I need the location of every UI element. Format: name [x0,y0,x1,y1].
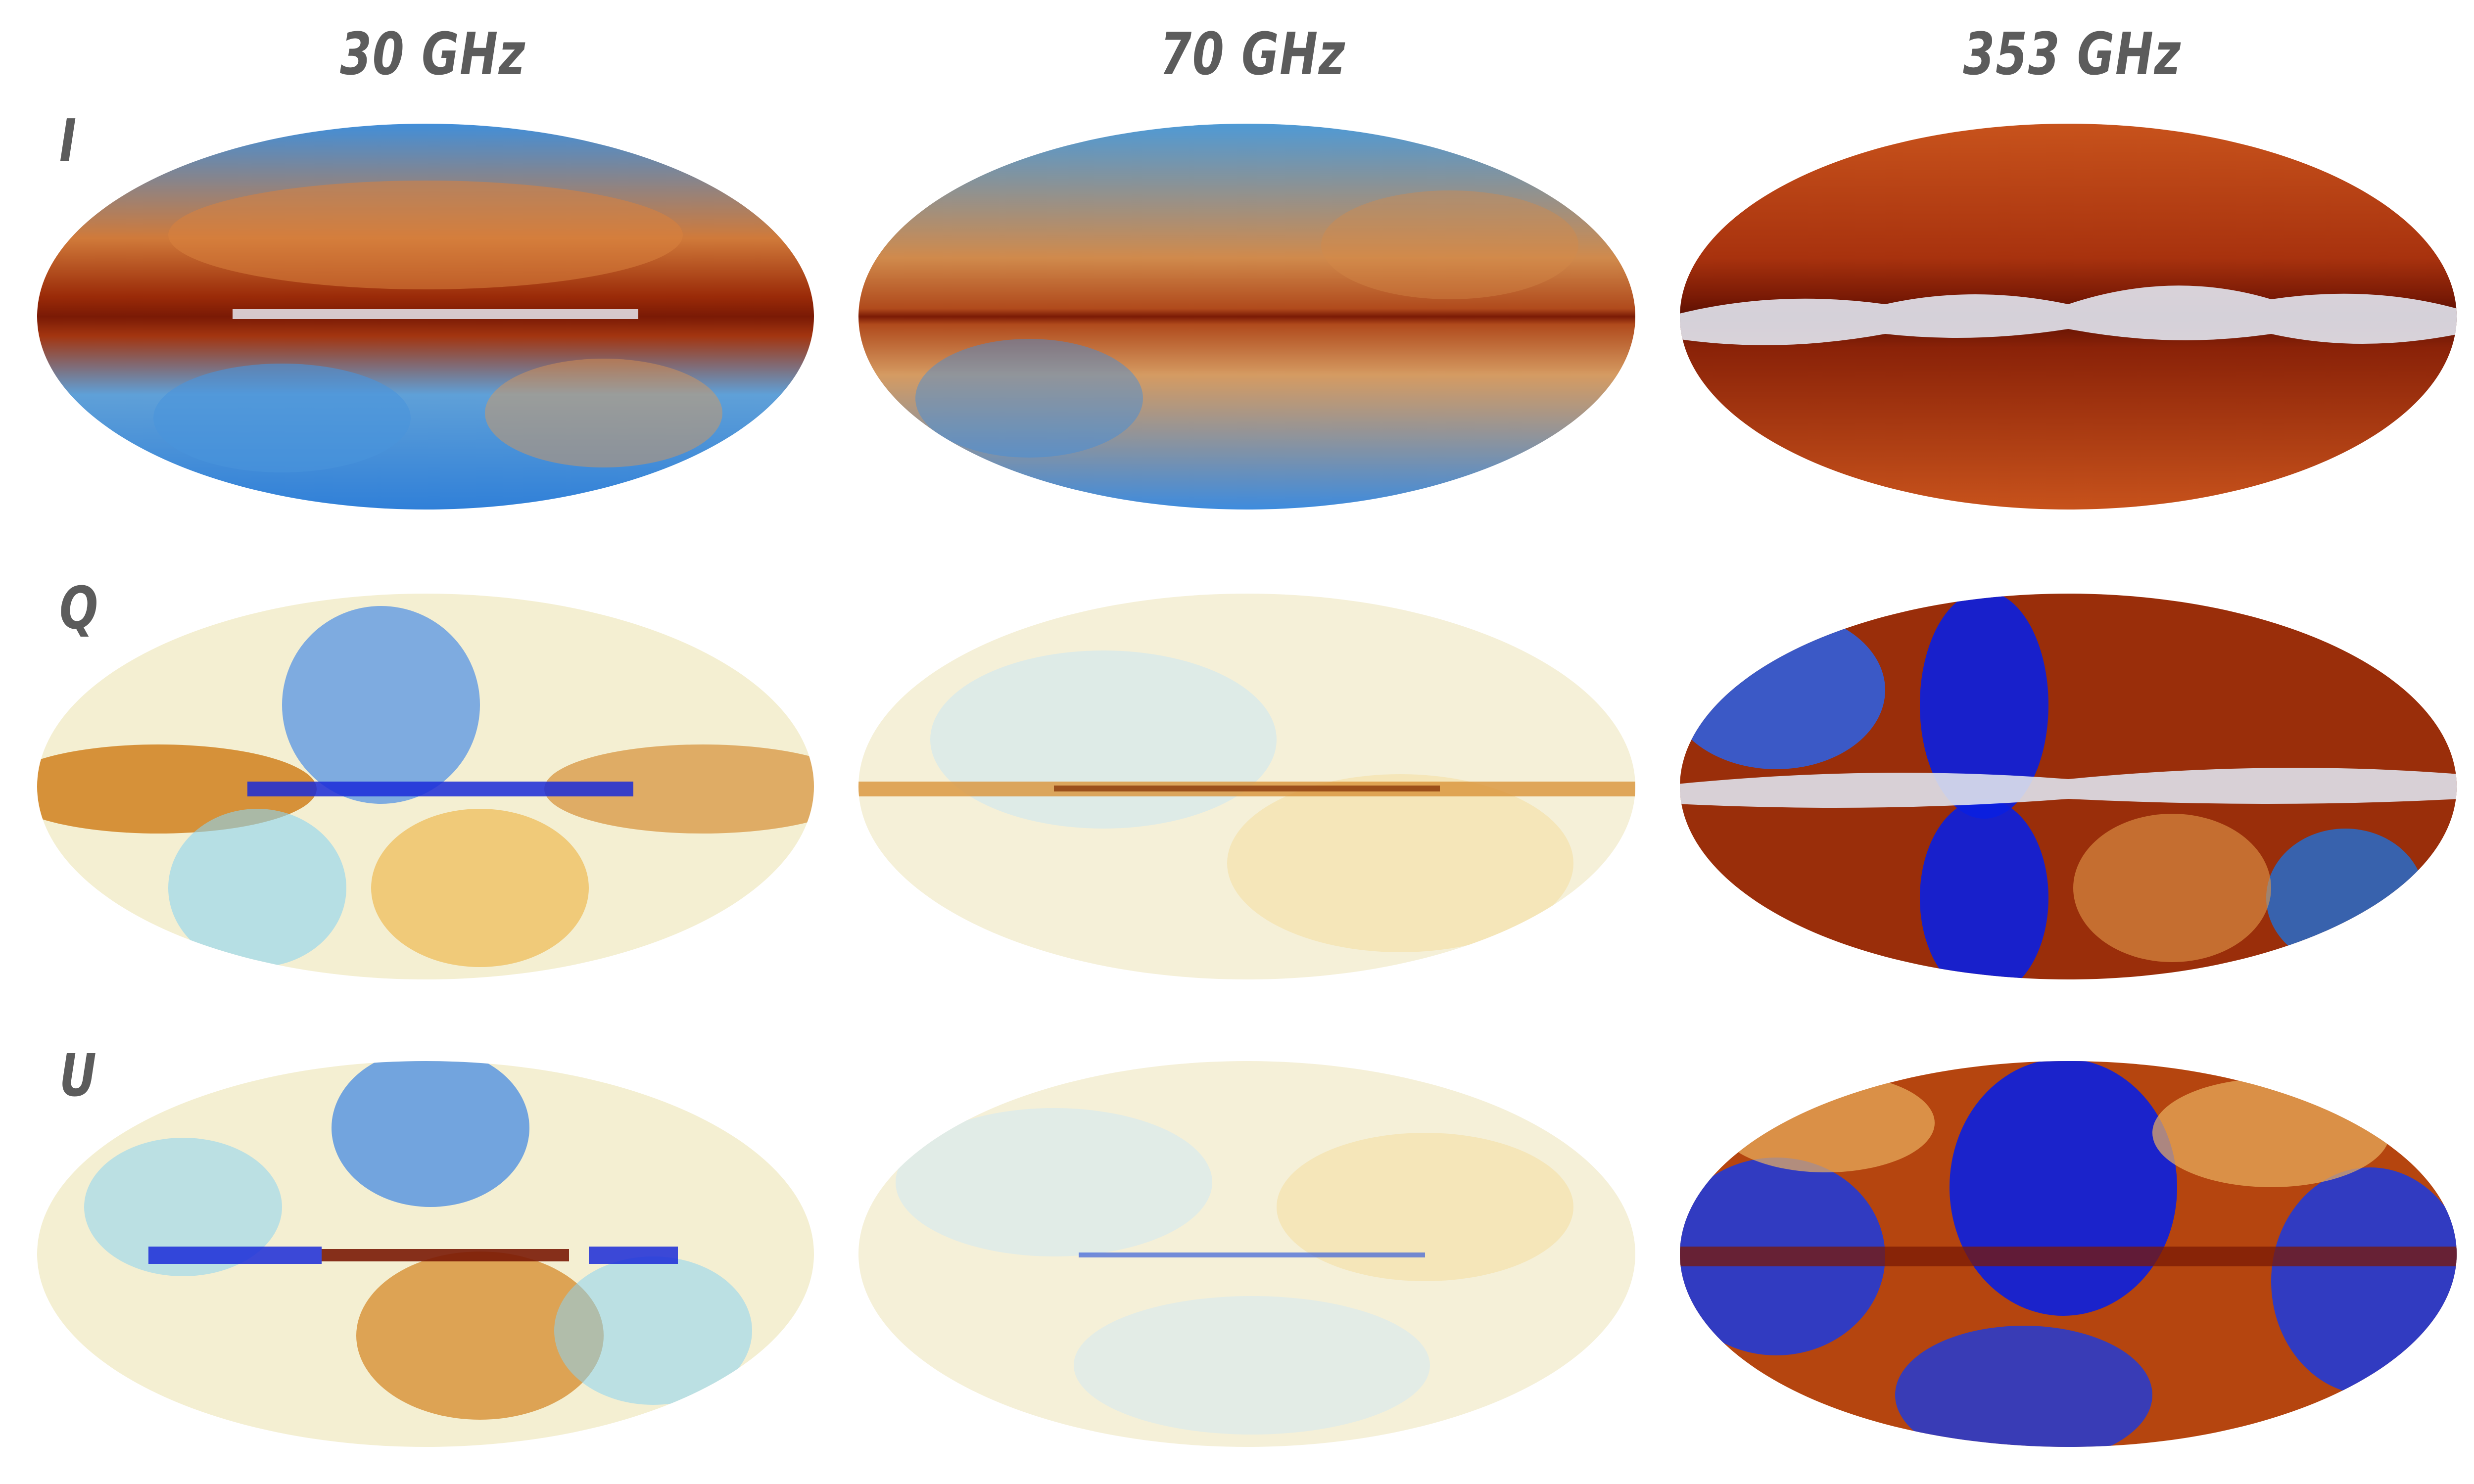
column-label-70ghz: 70 GHz [1160,20,1346,88]
map-i-70ghz [856,121,1638,512]
row-label-i: I [59,106,77,175]
column-label-353ghz: 353 GHz [1963,20,2182,88]
column-label-30ghz: 30 GHz [340,20,526,88]
map-q-70ghz [856,591,1638,982]
map-i-30ghz [35,121,816,512]
row-label-q: Q [59,574,98,642]
map-q-30ghz [35,591,816,982]
map-u-353ghz [1677,1059,2459,1449]
map-u-30ghz [35,1059,816,1449]
map-q-353ghz [1677,591,2459,982]
map-i-353ghz [1677,121,2459,512]
map-u-70ghz [856,1059,1638,1449]
row-label-u: U [59,1041,96,1110]
